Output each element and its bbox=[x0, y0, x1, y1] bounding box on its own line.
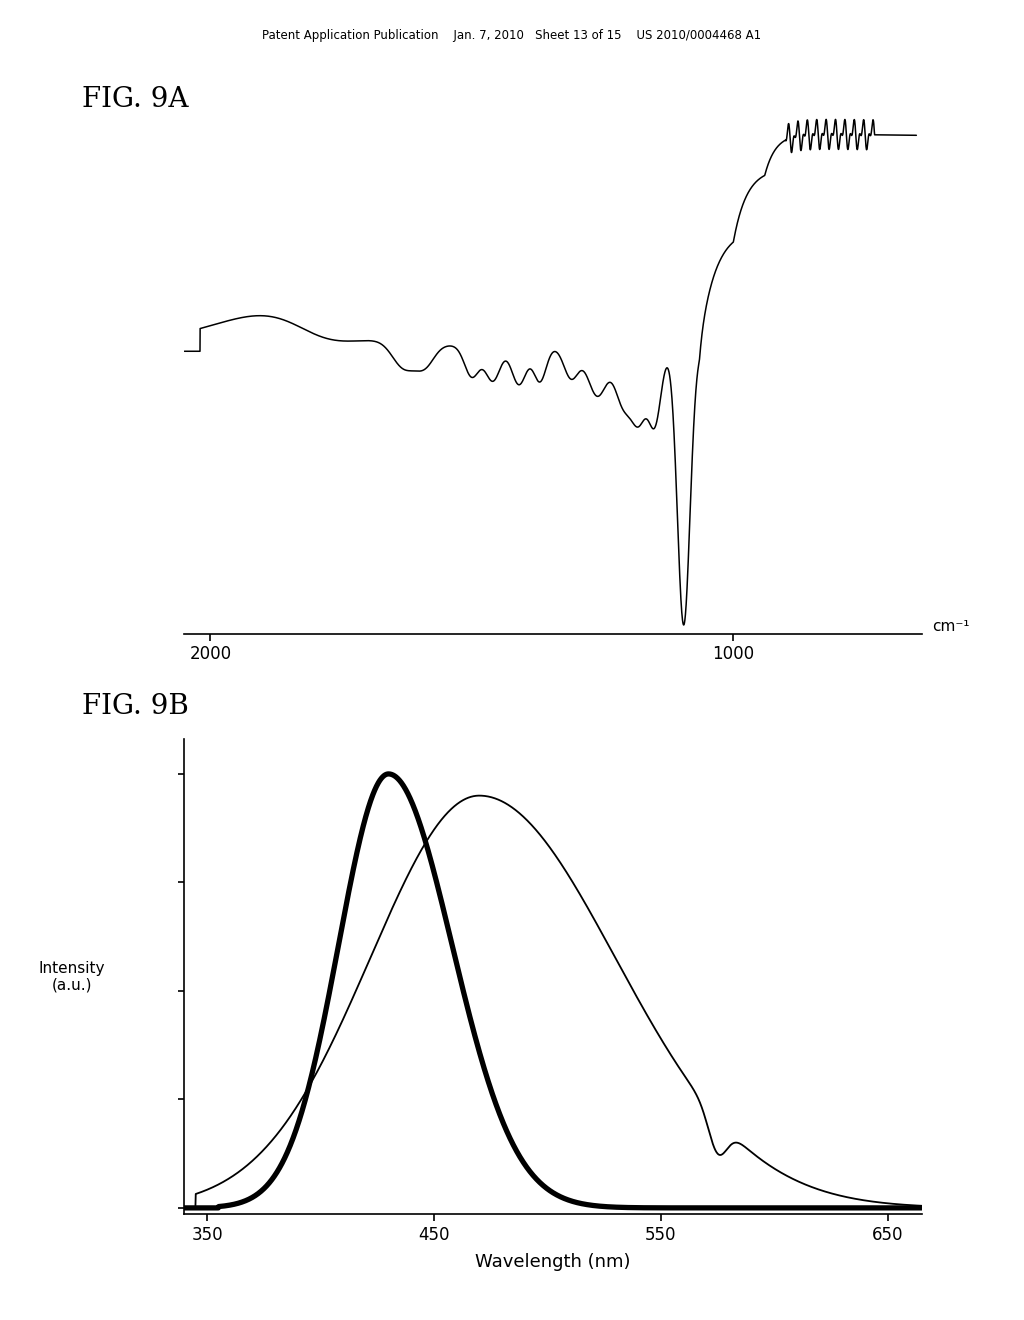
Text: Patent Application Publication    Jan. 7, 2010   Sheet 13 of 15    US 2010/00044: Patent Application Publication Jan. 7, 2… bbox=[262, 29, 762, 42]
Text: FIG. 9B: FIG. 9B bbox=[82, 693, 188, 719]
Text: cm⁻¹: cm⁻¹ bbox=[932, 619, 970, 634]
X-axis label: Wavelength (nm): Wavelength (nm) bbox=[475, 1253, 631, 1271]
Text: FIG. 9A: FIG. 9A bbox=[82, 86, 188, 112]
Text: Intensity
(a.u.): Intensity (a.u.) bbox=[39, 961, 104, 993]
